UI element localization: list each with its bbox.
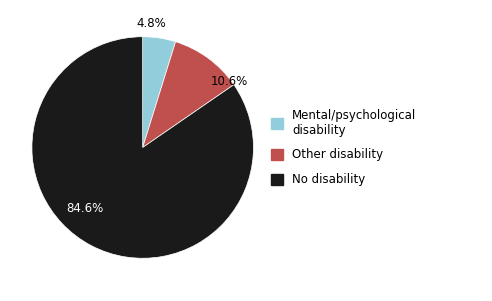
Wedge shape [32, 37, 253, 258]
Text: 10.6%: 10.6% [211, 75, 247, 88]
Wedge shape [143, 37, 176, 147]
Wedge shape [143, 42, 234, 147]
Legend: Mental/psychological
disability, Other disability, No disability: Mental/psychological disability, Other d… [265, 103, 422, 192]
Text: 4.8%: 4.8% [137, 17, 166, 30]
Text: 84.6%: 84.6% [66, 202, 104, 215]
